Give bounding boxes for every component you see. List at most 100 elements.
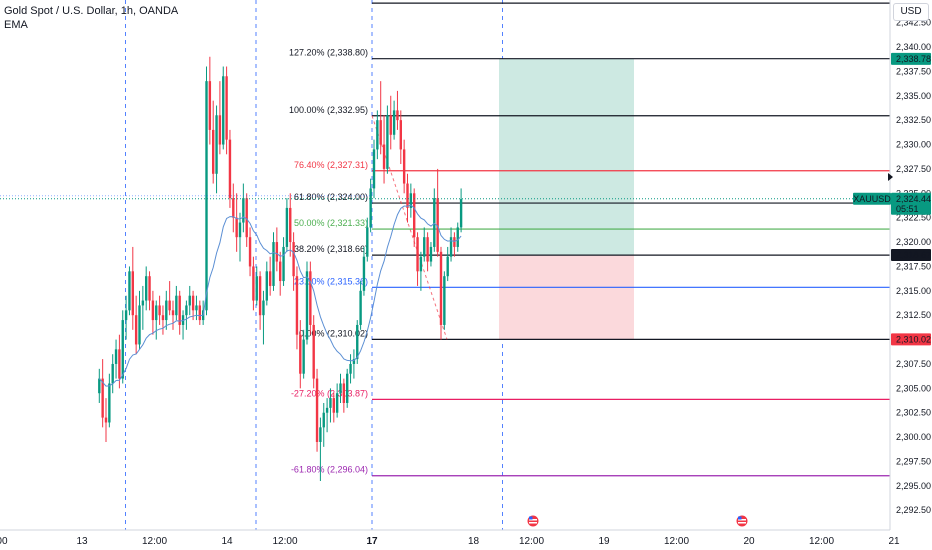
candle-body[interactable] [195, 305, 198, 311]
candle-body[interactable] [279, 261, 282, 282]
candle-body[interactable] [111, 363, 114, 384]
candle-body[interactable] [228, 139, 232, 199]
candle-body[interactable] [198, 305, 201, 321]
candle-body[interactable] [419, 256, 423, 272]
candle-body[interactable] [392, 110, 396, 135]
scroll-arrow-icon[interactable] [888, 173, 893, 181]
candle-body[interactable] [453, 237, 456, 247]
candle-body[interactable] [416, 237, 419, 272]
candle-body[interactable] [319, 427, 322, 442]
candle-body[interactable] [168, 300, 171, 311]
candle-body[interactable] [248, 237, 252, 267]
candle-body[interactable] [315, 378, 319, 442]
loss-zone[interactable] [499, 255, 634, 340]
candle-body[interactable] [98, 378, 101, 394]
candle-body[interactable] [302, 339, 305, 374]
profit-zone[interactable] [499, 58, 634, 256]
candle-body[interactable] [362, 256, 366, 291]
candle-body[interactable] [205, 81, 208, 311]
candle-body[interactable] [409, 193, 413, 208]
candle-body[interactable] [436, 198, 439, 252]
candle-body[interactable] [382, 144, 386, 169]
candle-body[interactable] [342, 383, 346, 403]
candle-body[interactable] [335, 393, 339, 413]
candle-body[interactable] [322, 412, 325, 428]
candle-body[interactable] [252, 266, 255, 301]
currency-button[interactable]: USD [893, 3, 929, 21]
candle-body[interactable] [446, 256, 449, 277]
candle-body[interactable] [108, 383, 111, 423]
candle-body[interactable] [128, 271, 131, 311]
candle-body[interactable] [433, 198, 436, 247]
candle-body[interactable] [124, 310, 128, 321]
candle-body[interactable] [443, 276, 446, 325]
candle-body[interactable] [396, 110, 399, 121]
candle-body[interactable] [356, 324, 359, 360]
candle-body[interactable] [118, 349, 121, 379]
candle-body[interactable] [255, 276, 258, 301]
candle-body[interactable] [372, 149, 376, 189]
candle-body[interactable] [379, 120, 382, 145]
candle-body[interactable] [178, 295, 181, 325]
candle-body[interactable] [389, 115, 392, 135]
candle-body[interactable] [191, 295, 195, 311]
candle-body[interactable] [359, 290, 362, 325]
candle-body[interactable] [426, 237, 429, 262]
candle-body[interactable] [218, 115, 222, 145]
candle-body[interactable] [101, 378, 104, 418]
candle-body[interactable] [295, 276, 299, 335]
candle-body[interactable] [232, 198, 235, 218]
candle-body[interactable] [208, 81, 212, 130]
candle-body[interactable] [439, 251, 443, 325]
candle-body[interactable] [161, 315, 165, 321]
candle-body[interactable] [114, 349, 118, 364]
candle-body[interactable] [299, 334, 302, 374]
us-event-flag-icon[interactable] [526, 514, 540, 528]
candle-body[interactable] [366, 227, 369, 257]
candle-body[interactable] [222, 76, 225, 145]
candle-body[interactable] [151, 300, 155, 321]
candle-body[interactable] [265, 271, 268, 301]
candle-body[interactable] [245, 198, 248, 238]
candle-body[interactable] [312, 324, 315, 379]
candle-body[interactable] [352, 359, 356, 364]
candle-body[interactable] [212, 129, 215, 174]
candle-body[interactable] [171, 310, 175, 316]
candle-body[interactable] [329, 398, 332, 408]
candle-body[interactable] [423, 237, 426, 257]
candle-body[interactable] [429, 246, 433, 262]
candle-body[interactable] [349, 363, 352, 374]
candle-body[interactable] [235, 217, 238, 238]
candle-body[interactable] [339, 383, 342, 394]
candle-body[interactable] [148, 276, 151, 301]
candle-body[interactable] [121, 320, 124, 379]
candle-body[interactable] [386, 115, 389, 169]
candle-body[interactable] [138, 305, 141, 345]
candle-body[interactable] [282, 246, 285, 282]
candle-body[interactable] [399, 120, 402, 150]
candle-body[interactable] [134, 315, 138, 345]
candle-body[interactable] [258, 276, 262, 316]
candle-body[interactable] [155, 305, 158, 321]
candle-body[interactable] [309, 271, 312, 325]
candle-body[interactable] [165, 300, 168, 321]
candle-body[interactable] [305, 271, 309, 340]
candle-body[interactable] [272, 242, 275, 286]
candle-body[interactable] [292, 242, 295, 277]
candle-body[interactable] [275, 242, 279, 262]
candle-body[interactable] [346, 373, 349, 403]
candle-body[interactable] [104, 417, 108, 423]
candle-body[interactable] [406, 183, 409, 208]
candle-body[interactable] [449, 237, 453, 257]
candle-body[interactable] [158, 305, 161, 316]
candle-body[interactable] [413, 193, 416, 238]
candle-body[interactable] [175, 295, 178, 316]
candle-body[interactable] [459, 199, 463, 228]
candle-body[interactable] [188, 295, 191, 306]
candle-body[interactable] [456, 227, 459, 247]
candle-body[interactable] [285, 207, 289, 247]
candle-body[interactable] [238, 222, 242, 238]
candle-body[interactable] [325, 407, 329, 413]
us-event-flag-icon[interactable] [735, 514, 749, 528]
